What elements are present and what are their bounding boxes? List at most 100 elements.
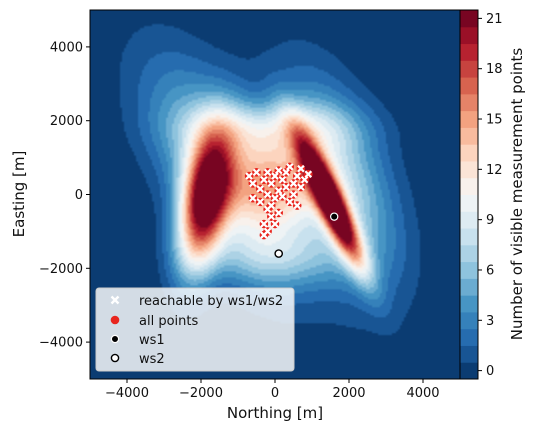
x-tick-label: 2000 [332, 386, 365, 401]
reachable-marker [263, 168, 272, 177]
reachable-marker [260, 220, 268, 228]
reachable-marker [271, 220, 279, 228]
black-dot-icon [110, 334, 120, 344]
colorbar-tick-label: 15 [486, 113, 503, 128]
reachable-marker [267, 212, 276, 221]
colorbar-segment [460, 77, 478, 95]
colorbar-segment [460, 261, 478, 279]
reachable-marker [278, 192, 287, 201]
reachable-marker [260, 231, 268, 239]
reachable-marker [263, 205, 272, 214]
reachable-marker [249, 194, 257, 202]
legend-entry-all-points: all points [110, 314, 198, 329]
legend-label: ws2 [139, 352, 165, 367]
colorbar-tick-label: 21 [486, 12, 503, 27]
colorbar-segment [460, 144, 478, 162]
colorbar-segment [460, 228, 478, 246]
reachable-marker [300, 175, 309, 184]
colorbar-tick-label: 18 [486, 62, 503, 77]
legend: reachable by ws1/ws2 all points ws1 ws2 [95, 287, 295, 372]
legend-box [95, 287, 295, 372]
colorbar-segment [460, 194, 478, 212]
reachable-marker [271, 172, 279, 180]
colorbar-segment [460, 177, 478, 195]
y-axis-label: Easting [m] [10, 151, 28, 238]
colorbar-segment [460, 311, 478, 330]
y-tick-label: 4000 [50, 40, 83, 55]
colorbar-segment [460, 43, 478, 61]
colorbar-tick-label: 12 [486, 163, 503, 178]
colorbar-segment [460, 362, 478, 380]
reachable-marker [297, 183, 305, 191]
y-axis: 4000 2000 0 −2000 −4000 [39, 40, 90, 351]
reachable-marker [256, 198, 264, 206]
colorbar-tick-label: 9 [486, 213, 494, 228]
reachable-marker [278, 175, 287, 184]
x-tick-label: 4000 [406, 386, 439, 401]
reachable-marker [249, 179, 257, 188]
scatter-markers [244, 162, 339, 258]
y-tick-label: −2000 [39, 262, 83, 277]
colorbar-segment [460, 278, 478, 296]
reachable-marker [267, 179, 276, 188]
ws1-marker [330, 212, 339, 221]
reachable-marker [263, 190, 272, 199]
white-dot-icon [110, 353, 120, 363]
legend-label: ws1 [139, 333, 165, 348]
colorbar-ticks: 0 3 6 9 12 15 18 21 [478, 12, 503, 379]
reachable-marker [274, 209, 283, 217]
reachable-marker [289, 190, 298, 199]
y-tick-label: 0 [75, 188, 83, 203]
red-dot-icon [110, 315, 120, 325]
colorbar-tick-label: 6 [486, 263, 494, 278]
reachable-marker [286, 198, 294, 206]
reachable-marker [293, 172, 301, 180]
legend-label: reachable by ws1/ws2 [139, 294, 283, 309]
colorbar-segment [460, 295, 478, 313]
reachable-marker [289, 179, 298, 188]
reachable-marker [274, 187, 283, 195]
colorbar-segment [460, 10, 478, 28]
colorbar [459, 9, 479, 380]
x-axis-label: Northing [m] [227, 404, 323, 422]
colorbar-tick-label: 0 [486, 364, 494, 379]
colorbar-segment [460, 110, 478, 128]
reachable-marker [282, 168, 290, 177]
colorbar-segment [460, 328, 478, 346]
legend-entry-reachable: reachable by ws1/ws2 [110, 294, 283, 309]
y-tick-label: 2000 [50, 114, 83, 129]
ws2-marker [274, 249, 284, 258]
reachable-marker [245, 172, 253, 180]
colorbar-segment [460, 244, 478, 263]
reachable-marker [297, 164, 305, 173]
reachable-marker [271, 194, 279, 202]
reachable-marker [304, 170, 313, 178]
colorbar-segment [460, 345, 478, 363]
reachable-marker [274, 166, 283, 175]
reachable-marker [286, 163, 294, 171]
colorbar-segment [460, 211, 478, 229]
legend-entry-ws1: ws1 [110, 333, 165, 348]
x-marker-icon [110, 295, 120, 305]
y-tick-label: −4000 [39, 336, 83, 351]
reachable-marker [282, 183, 290, 191]
colorbar-label: Number of visible measurement points [508, 48, 526, 341]
colorbar-segment [460, 26, 478, 45]
x-tick-label: 0 [271, 386, 279, 401]
reachable-marker [293, 201, 301, 210]
colorbar-tick-label: 3 [486, 314, 494, 329]
colorbar-segment [460, 160, 478, 179]
reachable-marker [256, 185, 264, 193]
legend-entry-ws2: ws2 [110, 352, 165, 367]
legend-label: all points [139, 314, 198, 329]
reachable-marker [260, 175, 268, 184]
colorbar-frame [459, 9, 479, 380]
x-tick-label: −4000 [105, 386, 149, 401]
x-tick-label: −2000 [179, 386, 223, 401]
x-axis: −4000 −2000 0 2000 4000 [105, 379, 440, 401]
reachable-marker [252, 168, 261, 177]
colorbar-segment [460, 93, 478, 112]
colorbar-segment [460, 60, 478, 78]
colorbar-segment [460, 127, 478, 145]
